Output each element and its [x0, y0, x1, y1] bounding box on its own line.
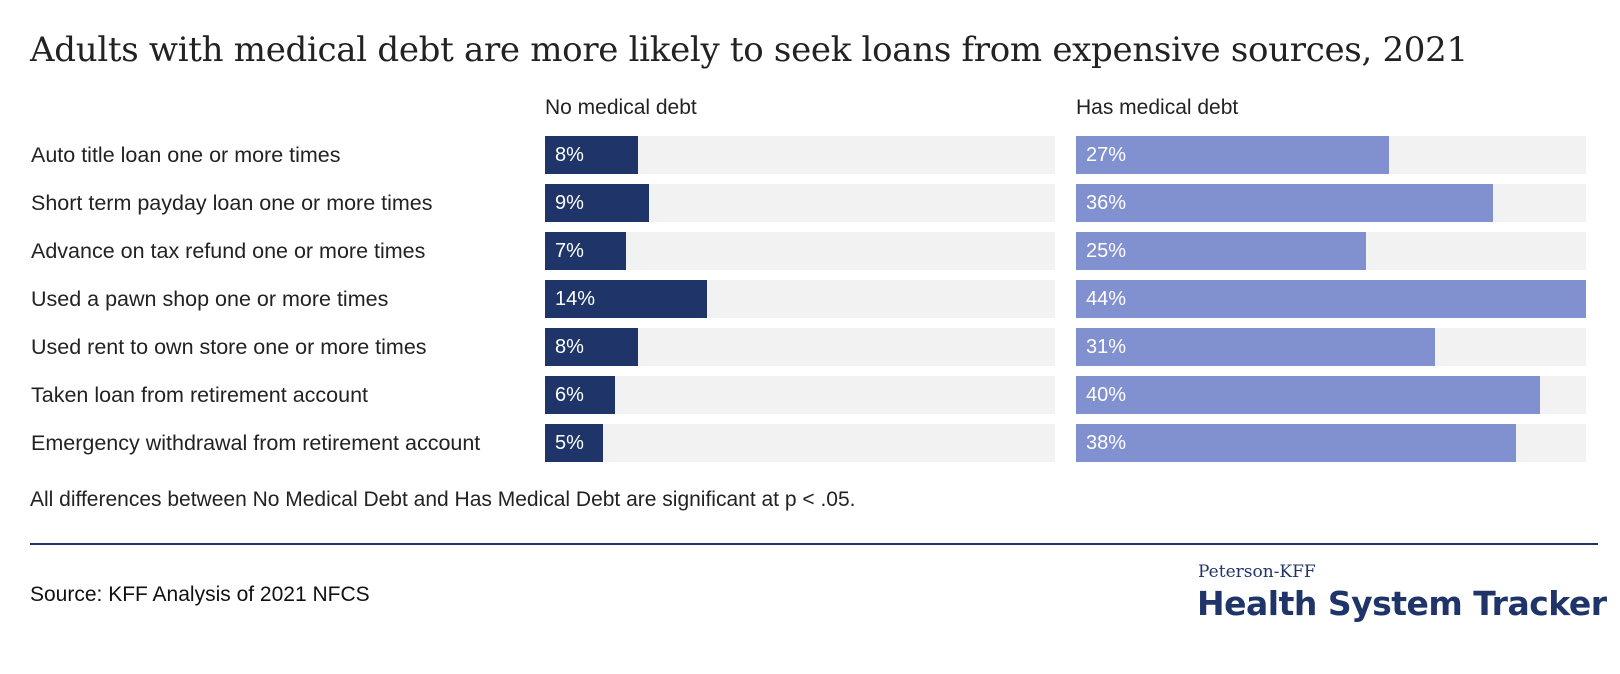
- chart-title: Adults with medical debt are more likely…: [30, 30, 1468, 70]
- category-label: Used a pawn shop one or more times: [31, 287, 389, 311]
- bar-track: 6%: [545, 376, 1055, 414]
- bar-track: 8%: [545, 136, 1055, 174]
- bar-track: 14%: [545, 280, 1055, 318]
- bar-value-label: 25%: [1086, 240, 1127, 262]
- bar: 27%: [1076, 136, 1389, 174]
- bar-track: 38%: [1076, 424, 1586, 462]
- bar-value-label: 31%: [1086, 336, 1127, 358]
- bar: 25%: [1076, 232, 1366, 270]
- category-label: Advance on tax refund one or more times: [31, 239, 426, 263]
- bar-track: 9%: [545, 184, 1055, 222]
- bar-value-label: 8%: [555, 336, 584, 358]
- source-note: Source: KFF Analysis of 2021 NFCS: [30, 583, 370, 606]
- panel-label-has-medical-debt: Has medical debt: [1076, 96, 1239, 119]
- bar-track: 44%: [1076, 280, 1586, 318]
- bar-value-label: 9%: [555, 192, 584, 214]
- panel-label-no-medical-debt: No medical debt: [545, 96, 697, 119]
- category-label: Taken loan from retirement account: [31, 383, 368, 407]
- bar-value-label: 44%: [1086, 288, 1127, 310]
- significance-note: All differences between No Medical Debt …: [30, 488, 856, 511]
- bar: 9%: [545, 184, 650, 222]
- logo-peterson-kff: Peterson-KFF: [1198, 562, 1316, 582]
- bar-value-label: 6%: [555, 384, 584, 406]
- bar-value-label: 5%: [555, 432, 584, 454]
- bar-track: 7%: [545, 232, 1055, 270]
- bar: 5%: [545, 424, 603, 462]
- bar-track: 27%: [1076, 136, 1586, 174]
- bar-track: 25%: [1076, 232, 1586, 270]
- category-label: Short term payday loan one or more times: [31, 191, 433, 215]
- bar-value-label: 8%: [555, 144, 584, 166]
- logo-health-system-tracker: Health System Tracker: [1197, 584, 1607, 623]
- bar-value-label: 38%: [1086, 432, 1127, 454]
- bar: 31%: [1076, 328, 1436, 366]
- bar: 7%: [545, 232, 627, 270]
- divider-rule: [30, 543, 1598, 545]
- bar: 8%: [545, 136, 638, 174]
- category-label: Emergency withdrawal from retirement acc…: [31, 431, 481, 455]
- bar-value-label: 36%: [1086, 192, 1127, 214]
- bar-value-label: 40%: [1086, 384, 1127, 406]
- category-label: Used rent to own store one or more times: [31, 335, 427, 359]
- bar-track: 36%: [1076, 184, 1586, 222]
- bar: 14%: [545, 280, 708, 318]
- bar: 44%: [1076, 280, 1586, 318]
- bar-value-label: 27%: [1086, 144, 1127, 166]
- bar: 6%: [545, 376, 615, 414]
- bar-value-label: 7%: [555, 240, 584, 262]
- bar-track: 8%: [545, 328, 1055, 366]
- bar-track: 40%: [1076, 376, 1586, 414]
- bar: 40%: [1076, 376, 1540, 414]
- category-label: Auto title loan one or more times: [31, 143, 341, 167]
- bar-track: 31%: [1076, 328, 1586, 366]
- bar: 36%: [1076, 184, 1494, 222]
- bar: 8%: [545, 328, 638, 366]
- bar: 38%: [1076, 424, 1517, 462]
- bar-track: 5%: [545, 424, 1055, 462]
- bar-value-label: 14%: [555, 288, 596, 310]
